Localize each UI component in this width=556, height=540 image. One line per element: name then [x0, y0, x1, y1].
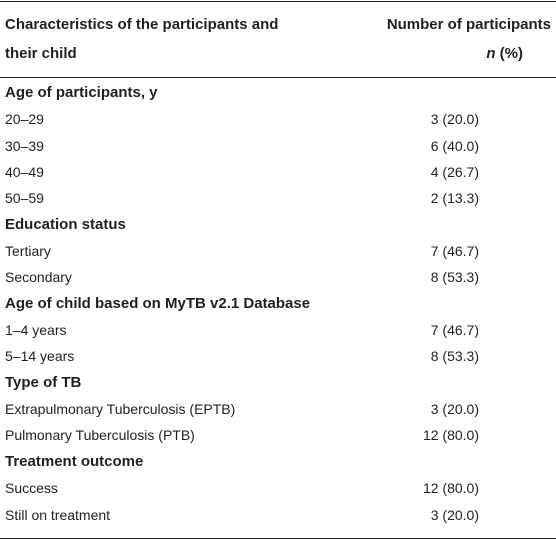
row-value: 3 (20.0) [430, 506, 479, 523]
table-body: Age of participants, y 20–29 3 (20.0) 30–39… [0, 80, 556, 528]
row-value: 8 (53.3) [430, 269, 479, 286]
row-value: 6 (40.0) [430, 137, 479, 154]
row-label: 50–59 [5, 190, 44, 207]
header-left-line2: their child [5, 45, 77, 62]
row-value: 12 (80.0) [422, 427, 479, 444]
table-row: 40–49 4 (26.7) [0, 159, 556, 185]
header-characteristics: Characteristics of the participants and … [5, 10, 335, 68]
row-label: 5–14 years [5, 348, 75, 365]
row-label: Secondary [5, 269, 72, 286]
table-row: 50–59 2 (13.3) [0, 185, 556, 211]
row-label: 20–29 [5, 111, 44, 128]
section-title: Education status [5, 215, 126, 233]
table-bottom-rule [0, 538, 556, 539]
section-title: Age of child based on MyTB v2.1 Database [5, 294, 311, 312]
table-row: Pulmonary Tuberculosis (PTB) 12 (80.0) [0, 422, 556, 448]
table-header-rule [0, 77, 556, 78]
table-row: 5–14 years 8 (53.3) [0, 343, 556, 369]
table-row: Still on treatment 3 (20.0) [0, 502, 556, 528]
section-header-row: Treatment outcome [0, 449, 556, 475]
row-value: 4 (26.7) [430, 164, 479, 181]
table-row: 30–39 6 (40.0) [0, 133, 556, 159]
table-row: Tertiary 7 (46.7) [0, 238, 556, 264]
section-header-row: Education status [0, 212, 556, 238]
table-row: 20–29 3 (20.0) [0, 106, 556, 132]
row-value: 7 (46.7) [430, 243, 479, 260]
header-pct: (%) [499, 45, 523, 62]
row-value: 2 (13.3) [430, 190, 479, 207]
row-label: 30–39 [5, 137, 44, 154]
table-row: Secondary 8 (53.3) [0, 264, 556, 290]
row-value: 7 (46.7) [430, 322, 479, 339]
row-value: 8 (53.3) [430, 348, 479, 365]
section-header-row: Age of participants, y [0, 80, 556, 106]
row-label: Pulmonary Tuberculosis (PTB) [5, 427, 195, 444]
row-label: 1–4 years [5, 322, 67, 339]
header-right-line1: Number of participants [386, 16, 551, 33]
row-value: 3 (20.0) [430, 401, 479, 418]
section-header-row: Age of child based on MyTB v2.1 Database [0, 291, 556, 317]
section-title: Type of TB [5, 373, 82, 391]
row-label: 40–49 [5, 164, 44, 181]
section-title: Treatment outcome [5, 452, 144, 470]
header-left-line1: Characteristics of the participants and [5, 16, 279, 33]
row-value: 3 (20.0) [430, 111, 479, 128]
row-label: Success [5, 480, 58, 497]
row-value: 12 (80.0) [422, 480, 479, 497]
row-label: Extrapulmonary Tuberculosis (EPTB) [5, 401, 236, 418]
header-n: n [486, 45, 496, 62]
section-header-row: Type of TB [0, 370, 556, 396]
table-header: Characteristics of the participants and … [0, 4, 556, 76]
row-label: Tertiary [5, 243, 51, 260]
section-title: Age of participants, y [5, 84, 158, 101]
header-number-of-participants: Number of participants n (%) [351, 10, 551, 68]
table-top-rule [0, 1, 556, 2]
table-row: Extrapulmonary Tuberculosis (EPTB) 3 (20.… [0, 396, 556, 422]
header-n-percent: n (%) [351, 39, 551, 68]
table-row: 1–4 years 7 (46.7) [0, 317, 556, 343]
row-label: Still on treatment [5, 506, 111, 523]
table-row: Success 12 (80.0) [0, 475, 556, 501]
